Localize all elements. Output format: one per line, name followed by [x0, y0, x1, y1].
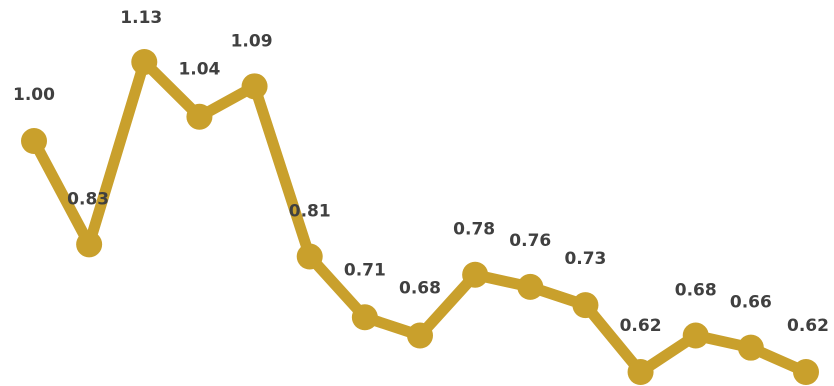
- data-label: 0.68: [399, 279, 441, 299]
- data-label: 1.09: [231, 31, 273, 51]
- series-line-segment: [83, 56, 150, 250]
- data-point: [131, 49, 158, 75]
- data-label: 0.66: [730, 293, 772, 313]
- data-label: 1.13: [120, 8, 162, 28]
- data-label: 0.62: [620, 316, 662, 336]
- data-label: 0.71: [344, 260, 386, 280]
- data-point: [572, 292, 599, 319]
- data-point: [517, 273, 544, 300]
- data-point: [407, 322, 433, 349]
- series-line-segment: [28, 135, 95, 250]
- data-label: 0.81: [289, 202, 331, 222]
- data-label: 0.62: [787, 316, 829, 336]
- series-line-segment: [249, 80, 316, 263]
- series-line-segment: [579, 299, 647, 378]
- data-point: [21, 128, 47, 155]
- data-label: 0.68: [675, 281, 717, 301]
- data-point-layer: [21, 49, 819, 385]
- data-label: 0.76: [509, 231, 551, 251]
- data-point: [737, 334, 764, 361]
- data-point: [76, 231, 103, 258]
- data-label: 0.78: [453, 220, 495, 240]
- data-point: [241, 73, 268, 100]
- series-line-segment: [414, 269, 481, 342]
- data-point: [296, 243, 323, 270]
- data-point: [186, 103, 213, 130]
- data-label: 0.73: [564, 249, 606, 269]
- series-line-segment: [304, 251, 371, 323]
- data-point: [627, 359, 654, 385]
- data-label: 1.00: [13, 85, 55, 105]
- data-point: [462, 261, 489, 288]
- data-label: 0.83: [67, 189, 109, 209]
- data-point: [793, 359, 819, 385]
- data-label-layer: 1.00 0.83 1.13 1.04 1.09 0.81 0.71 0.68 0.78 0.76…: [13, 8, 829, 336]
- data-point: [351, 304, 378, 331]
- data-point: [682, 322, 709, 349]
- data-label: 1.04: [178, 60, 220, 80]
